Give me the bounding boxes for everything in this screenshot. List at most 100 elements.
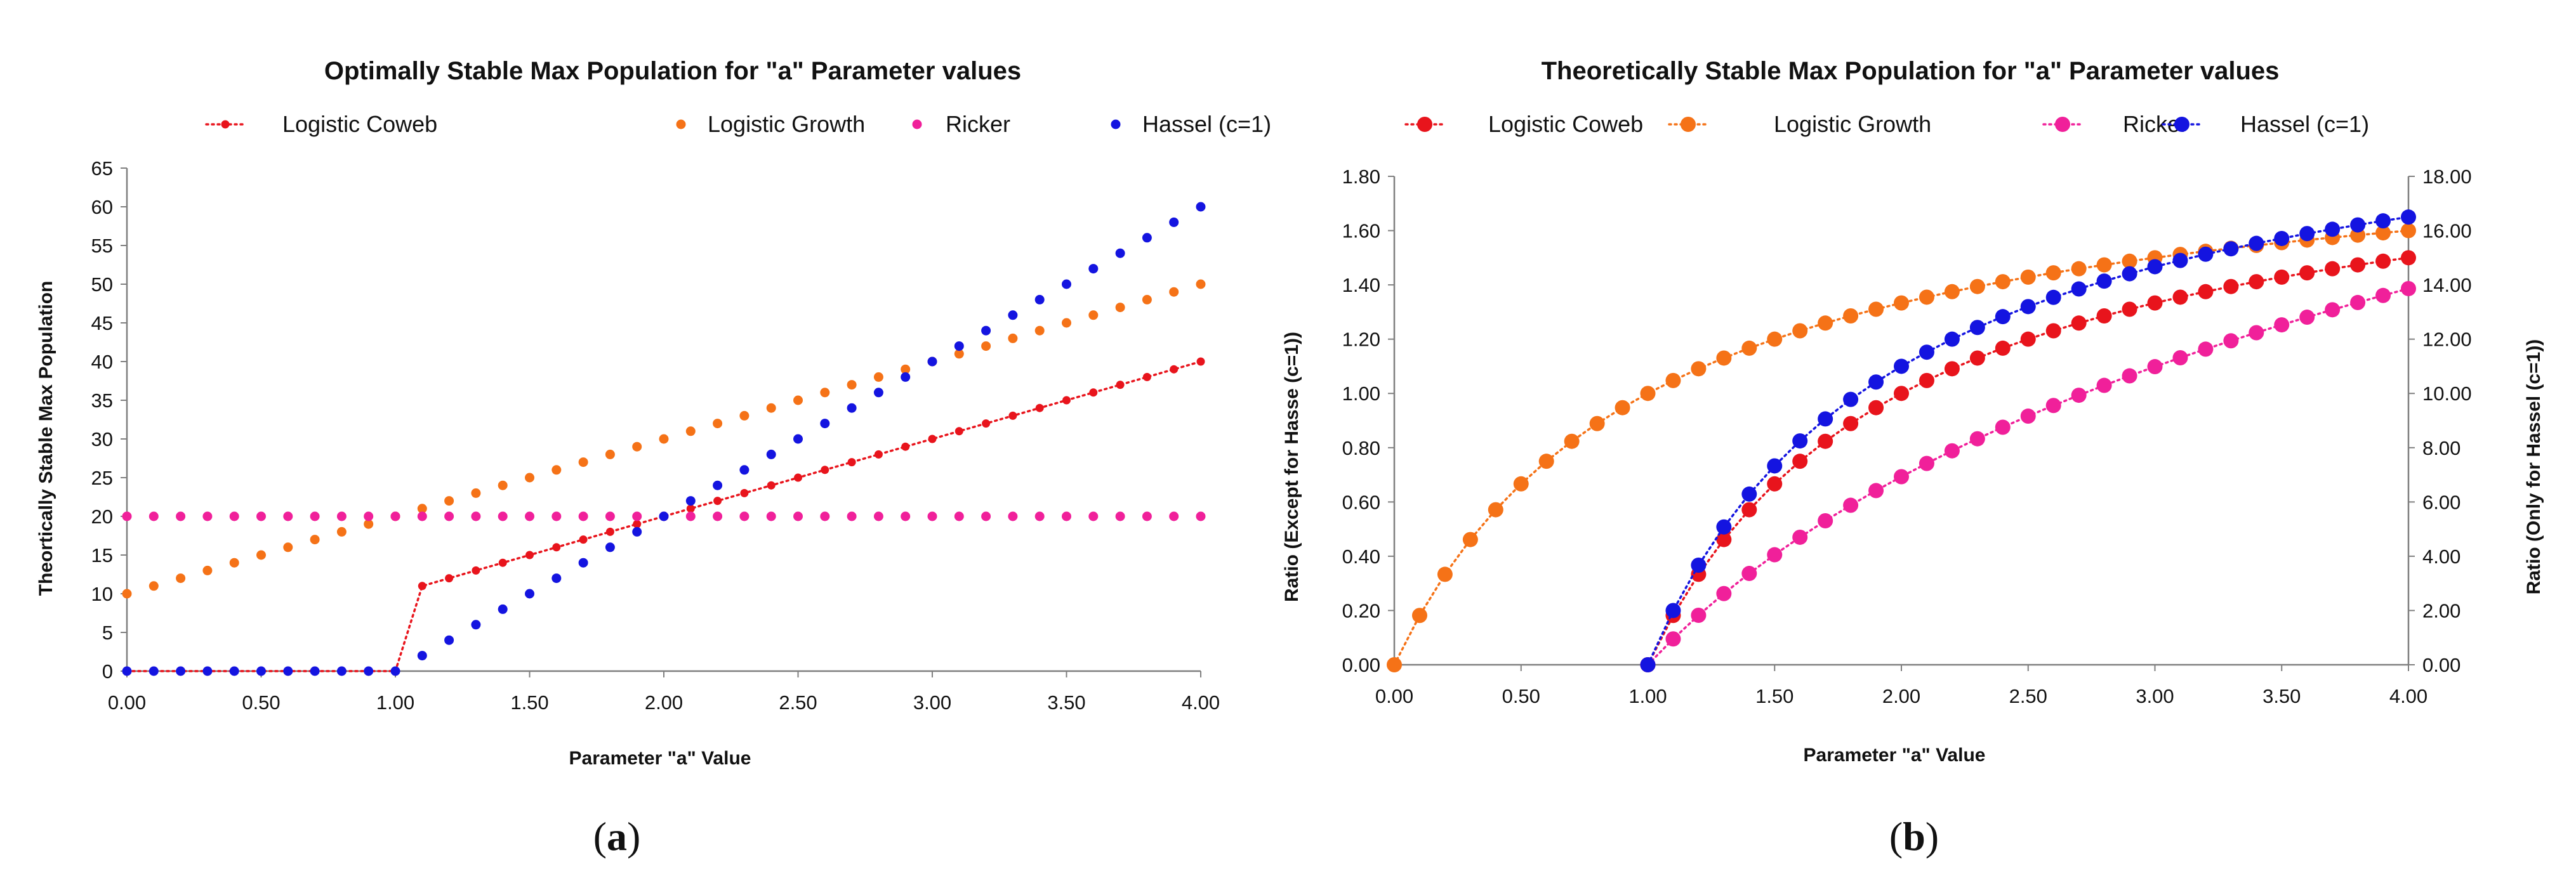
data-point-hassel-c-1 <box>552 573 562 584</box>
data-point-logistic-growth <box>1640 386 1656 402</box>
data-point-ricker <box>417 511 427 521</box>
data-point-logistic-growth <box>1767 331 1783 347</box>
data-point-logistic-coweb <box>1868 400 1884 415</box>
data-point-hassel-c-1 <box>1995 309 2011 325</box>
data-point-hassel-c-1 <box>176 666 186 676</box>
data-point-hassel-c-1 <box>927 356 937 367</box>
data-point-hassel-c-1 <box>981 325 991 336</box>
data-point-ricker <box>981 511 991 521</box>
data-point-logistic-growth <box>525 473 534 483</box>
data-point-logistic-growth <box>471 488 481 498</box>
y-tick-label: 40 <box>91 351 113 373</box>
data-point-logistic-growth <box>417 504 427 514</box>
data-point-hassel-c-1 <box>901 372 911 382</box>
data-point-hassel-c-1 <box>1640 657 1656 672</box>
legend-item-hassel-c-1: Hassel (c=1) <box>2162 111 2369 137</box>
data-point-ricker <box>1691 608 1707 624</box>
data-point-ricker <box>1919 455 1934 471</box>
data-point-logistic-growth <box>1894 295 1909 311</box>
data-point-hassel-c-1 <box>820 419 830 429</box>
data-point-logistic-coweb <box>633 520 642 528</box>
data-point-hassel-c-1 <box>873 388 883 398</box>
data-point-hassel-c-1 <box>149 666 159 676</box>
data-point-ricker <box>2249 325 2264 341</box>
data-point-hassel-c-1 <box>1969 320 1985 336</box>
x-tick-label: 2.50 <box>779 691 817 714</box>
data-point-logistic-growth <box>1716 350 1732 366</box>
axes-a: 0.00 0.50 1.00 1.50 2.00 2.50 3.00 3.50 4.00 0 5 10… <box>91 157 1220 714</box>
data-point-logistic-coweb <box>928 435 937 443</box>
x-axis-title-b: Parameter "a" Value <box>1804 745 1986 766</box>
y-tick-label: 5 <box>102 622 113 644</box>
data-point-ricker <box>766 511 776 521</box>
data-point-hassel-c-1 <box>2274 230 2290 246</box>
data-point-hassel-c-1 <box>1716 519 1732 535</box>
data-point-ricker <box>873 511 883 521</box>
data-point-hassel-c-1 <box>122 666 132 676</box>
data-point-logistic-coweb <box>794 473 802 482</box>
data-point-logistic-growth <box>739 410 750 421</box>
data-point-logistic-growth <box>1008 333 1018 343</box>
x-tick-label: 0.00 <box>108 691 146 714</box>
data-point-logistic-coweb <box>418 582 426 591</box>
data-point-logistic-coweb <box>821 466 829 474</box>
data-point-hassel-c-1 <box>444 635 454 645</box>
data-point-hassel-c-1 <box>364 666 374 676</box>
data-point-hassel-c-1 <box>739 465 750 475</box>
data-point-hassel-c-1 <box>2299 226 2315 242</box>
data-point-logistic-growth <box>2375 225 2391 241</box>
legend-item-logistic-growth: Logistic Growth <box>1668 111 1931 137</box>
legend-marker <box>1417 117 1432 132</box>
y2-tick-label: 8.00 <box>2422 437 2460 459</box>
y-tick-label: 10 <box>91 583 113 605</box>
data-point-hassel-c-1 <box>2020 299 2036 315</box>
data-point-logistic-growth <box>1868 301 1884 317</box>
data-point-logistic-coweb <box>2375 253 2391 269</box>
x-tick-label: 0.00 <box>1375 685 1413 707</box>
y-tick-label: 1.80 <box>1342 166 1380 188</box>
data-point-logistic-growth <box>1741 340 1757 356</box>
y2-tick-label: 4.00 <box>2422 546 2460 568</box>
data-point-hassel-c-1 <box>1142 233 1152 243</box>
data-point-ricker <box>176 511 186 521</box>
data-point-ricker <box>685 511 696 521</box>
data-point-logistic-growth <box>1969 278 1985 294</box>
x-tick-label: 4.00 <box>2389 685 2427 707</box>
data-point-logistic-coweb <box>1035 403 1044 412</box>
data-point-logistic-coweb <box>1792 454 1808 469</box>
y-tick-label: 60 <box>91 196 113 218</box>
data-point-logistic-growth <box>444 496 454 506</box>
data-point-hassel-c-1 <box>202 666 213 676</box>
data-point-logistic-coweb <box>525 551 534 559</box>
data-point-ricker <box>847 511 857 521</box>
data-point-hassel-c-1 <box>659 511 669 521</box>
data-point-ricker <box>1767 547 1783 563</box>
y2-tick-label: 12.00 <box>2422 329 2472 351</box>
data-point-hassel-c-1 <box>954 341 964 351</box>
data-point-logistic-growth <box>364 519 374 529</box>
legend-b: Logistic Coweb Logistic Growth Ricker Hasse… <box>1404 111 2369 137</box>
legend-label: Ricker <box>946 111 1010 137</box>
y-tick-label: 50 <box>91 273 113 296</box>
data-point-logistic-growth <box>766 403 776 413</box>
data-point-hassel-c-1 <box>1008 310 1018 320</box>
legend-label: Logistic Growth <box>708 111 865 137</box>
y-tick-label: 1.20 <box>1342 329 1380 351</box>
data-point-logistic-coweb <box>2223 278 2239 294</box>
series-line-logistic-coweb <box>126 360 1202 672</box>
y-tick-label: 45 <box>91 312 113 334</box>
data-point-logistic-coweb <box>1170 365 1179 374</box>
data-point-logistic-growth <box>578 457 588 467</box>
x-tick-label: 1.50 <box>510 691 548 714</box>
data-point-logistic-growth <box>1792 323 1808 339</box>
data-point-hassel-c-1 <box>605 542 615 552</box>
legend-label: Logistic Coweb <box>1488 111 1643 137</box>
legend-item-hassel-c-1: Hassel (c=1) <box>1111 111 1271 137</box>
data-point-hassel-c-1 <box>685 496 696 506</box>
data-point-logistic-coweb <box>2172 289 2188 305</box>
data-point-logistic-growth <box>1437 566 1453 582</box>
data-point-logistic-coweb <box>2325 261 2341 277</box>
data-point-ricker <box>229 511 239 521</box>
data-point-hassel-c-1 <box>1062 279 1071 289</box>
data-point-logistic-coweb <box>2299 265 2315 281</box>
